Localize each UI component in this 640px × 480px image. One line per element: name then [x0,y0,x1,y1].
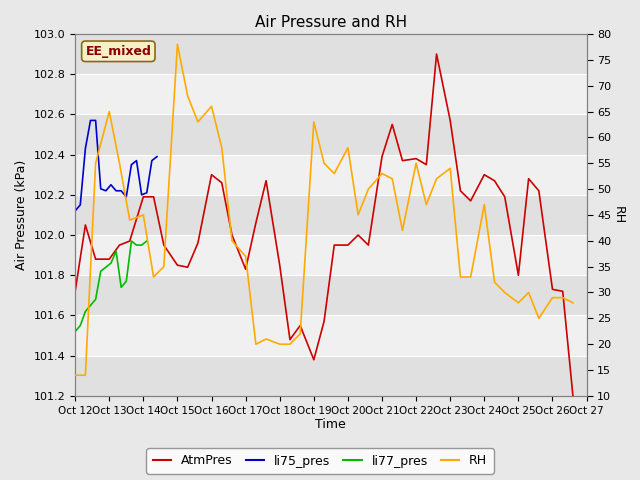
Text: EE_mixed: EE_mixed [85,45,151,58]
Bar [75,275,587,315]
Title: Air Pressure and RH: Air Pressure and RH [255,15,407,30]
Y-axis label: RH: RH [612,206,625,224]
Bar [75,155,587,195]
X-axis label: Time: Time [316,419,346,432]
Bar [75,315,587,356]
Legend: AtmPres, li75_pres, li77_pres, RH: AtmPres, li75_pres, li77_pres, RH [147,448,493,474]
Bar [75,195,587,235]
Bar [75,235,587,275]
Bar [75,356,587,396]
Y-axis label: Air Pressure (kPa): Air Pressure (kPa) [15,160,28,270]
Bar [75,74,587,114]
Bar [75,114,587,155]
Bar [75,34,587,74]
